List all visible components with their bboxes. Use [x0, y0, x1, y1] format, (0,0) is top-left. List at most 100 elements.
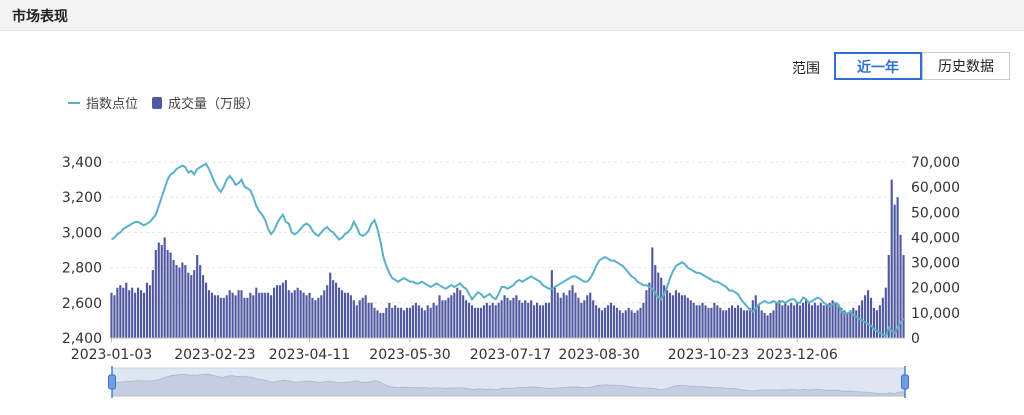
x-tick-label: 2023-02-23	[174, 347, 255, 363]
volume-bar	[775, 302, 778, 338]
range-label: 范围	[792, 61, 820, 77]
volume-bar	[340, 290, 344, 338]
volume-bar	[784, 302, 787, 338]
volume-bar	[813, 302, 816, 338]
volume-bar	[819, 302, 822, 338]
volume-bar	[754, 295, 757, 338]
volume-bar	[855, 310, 858, 338]
volume-bar	[397, 307, 400, 338]
volume-bar	[843, 310, 846, 338]
volume-bar	[349, 295, 352, 338]
volume-bar	[565, 295, 568, 338]
volume-bar	[787, 305, 790, 338]
volume-bar	[411, 305, 414, 338]
volume-bar	[145, 282, 149, 338]
volume-bar	[317, 297, 320, 338]
volume-bar	[329, 272, 332, 338]
y-left-tick-label: 3,000	[62, 225, 102, 241]
volume-bar	[864, 295, 867, 338]
volume-bar	[187, 272, 190, 338]
volume-bar	[275, 285, 279, 338]
volume-bar	[739, 307, 743, 338]
volume-bar	[583, 300, 586, 338]
volume-bar	[426, 305, 429, 338]
volume-bar	[881, 297, 884, 338]
x-tick-label: 2023-01-03	[71, 347, 152, 363]
volume-bar	[346, 292, 349, 338]
volume-bar	[825, 305, 828, 338]
volume-bar	[736, 305, 740, 338]
volume-bar	[142, 292, 146, 338]
volume-bar	[172, 260, 175, 338]
volume-bar	[447, 297, 450, 338]
volume-bar	[553, 287, 556, 338]
volume-bar	[468, 302, 471, 338]
volume-bar	[799, 305, 802, 338]
volume-bar	[388, 302, 391, 338]
volume-bar	[453, 292, 456, 338]
volume-bar	[766, 315, 769, 338]
volume-bar	[574, 292, 577, 338]
volume-bar	[612, 305, 615, 338]
volume-bar	[890, 179, 893, 338]
volume-bar	[639, 307, 642, 338]
volume-bar	[219, 297, 222, 338]
volume-bar	[713, 302, 716, 338]
volume-bar	[479, 307, 482, 338]
zoom-handle[interactable]	[108, 374, 116, 390]
volume-bar	[207, 290, 211, 338]
volume-bar	[772, 310, 775, 338]
volume-bar	[438, 295, 441, 338]
legend-line-swatch[interactable]	[68, 101, 80, 104]
volume-bar	[627, 307, 630, 338]
volume-bar	[222, 297, 225, 338]
volume-bar	[210, 292, 214, 338]
volume-bar	[621, 312, 624, 338]
volume-bar	[666, 290, 669, 338]
volume-bar	[465, 300, 468, 338]
volume-bar	[485, 302, 488, 338]
x-tick-label: 2023-05-30	[369, 347, 450, 363]
y-axis-left: 3,400 3,200 3,000 2,800 2,600 2,400	[62, 155, 102, 347]
volume-bar	[562, 292, 565, 338]
volume-bar	[887, 255, 890, 338]
volume-bar	[589, 292, 592, 338]
volume-bar	[491, 302, 494, 338]
volume-bar	[314, 300, 317, 338]
volume-bar	[710, 307, 713, 338]
volume-bar	[128, 290, 131, 338]
x-tick-label: 2023-08-30	[558, 347, 639, 363]
volume-bar	[654, 265, 657, 338]
volume-bar	[305, 295, 308, 338]
legend-bar-label[interactable]: 成交量（万股）	[168, 97, 260, 112]
zoom-handle[interactable]	[901, 374, 909, 390]
volume-bar	[707, 307, 710, 338]
volume-bar	[796, 302, 799, 338]
y-right-tick-label: 30,000	[911, 256, 960, 272]
volume-bar	[320, 295, 323, 338]
zoom-slider	[108, 366, 909, 398]
y-right-tick-label: 70,000	[911, 155, 960, 171]
volume-bar	[417, 305, 420, 338]
volume-bar	[358, 300, 361, 338]
volume-bar	[742, 310, 745, 338]
volume-bar	[645, 290, 648, 338]
volume-bar	[671, 295, 675, 338]
volume-bar	[444, 300, 447, 338]
legend-line-label[interactable]: 指数点位	[86, 97, 139, 112]
volume-bar	[497, 302, 500, 338]
volume-bar	[571, 285, 574, 338]
volume-bar	[281, 282, 284, 338]
volume-bar	[335, 282, 338, 338]
range-option-one-year[interactable]: 近一年	[834, 52, 922, 80]
range-option-history[interactable]: 历史数据	[922, 52, 1010, 80]
volume-bar	[858, 305, 861, 338]
volume-bar	[169, 252, 172, 338]
volume-bar	[355, 305, 358, 338]
volume-bar	[435, 305, 438, 338]
legend-bar-swatch[interactable]	[152, 96, 163, 109]
volume-bar	[337, 287, 341, 338]
volume-bar	[370, 302, 373, 338]
volume-bar	[408, 307, 412, 338]
